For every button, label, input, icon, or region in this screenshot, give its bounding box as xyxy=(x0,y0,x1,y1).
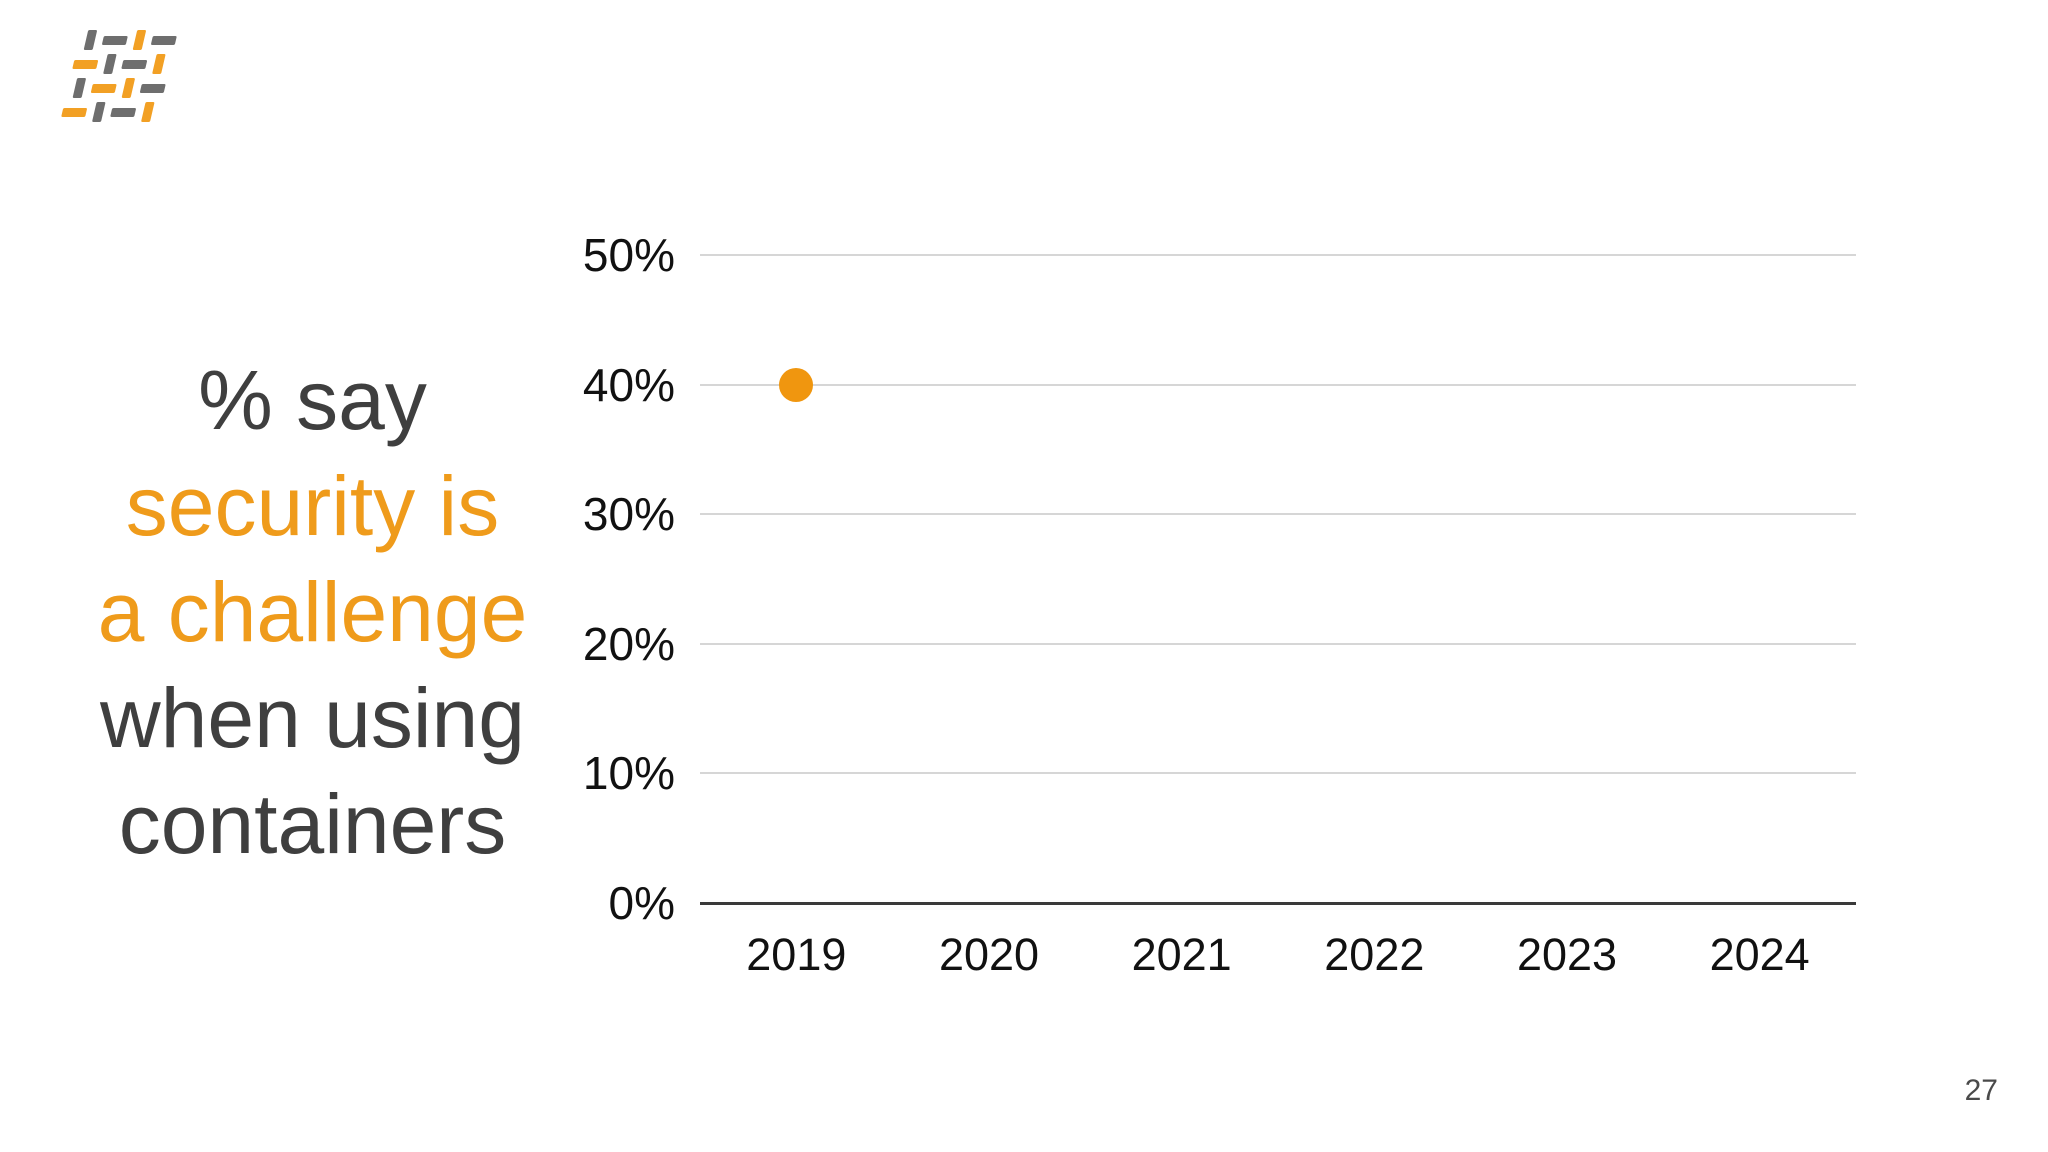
logo-row xyxy=(66,78,166,98)
title-line: when using xyxy=(100,671,525,765)
logo-dash xyxy=(103,54,117,74)
logo-dash xyxy=(110,107,137,117)
y-axis-tick-label: 40% xyxy=(582,358,675,411)
logo-dash xyxy=(92,102,106,122)
x-axis-tick-label: 2022 xyxy=(1324,929,1425,980)
gridline xyxy=(700,383,1856,386)
logo-row xyxy=(71,54,168,74)
logo-dash xyxy=(150,35,177,45)
x-axis-tick-label: 2020 xyxy=(938,929,1040,980)
logo-dash xyxy=(83,30,98,50)
chart: 50% 40% 30% 20% 10% 0% 2019 2020 2021 2022 2023 202… xyxy=(583,229,1856,980)
y-axis-tick-label: 50% xyxy=(582,229,675,281)
title-line: a challenge xyxy=(97,565,528,659)
logo-dash xyxy=(139,83,166,93)
gridline xyxy=(700,513,1856,516)
dashed-grid-logo-icon xyxy=(60,30,177,122)
logo-dash xyxy=(61,107,88,117)
logo-row xyxy=(60,102,157,122)
logo-dash xyxy=(121,78,136,98)
gridline xyxy=(700,772,1856,775)
logo-dash xyxy=(121,59,148,69)
gridline xyxy=(700,902,1856,905)
logo-dash xyxy=(90,83,117,93)
slide-title: % say security is a challenge when using con… xyxy=(55,347,570,877)
title-line: security is xyxy=(125,459,500,553)
y-axis-tick-label: 0% xyxy=(608,877,675,929)
logo-dash xyxy=(101,35,128,45)
x-axis-tick-label: 2021 xyxy=(1131,929,1232,980)
data-point xyxy=(779,367,814,402)
title-line: % say xyxy=(198,353,427,447)
logo-dash xyxy=(141,102,155,122)
y-axis-tick-label: 20% xyxy=(582,617,675,670)
y-axis-tick-label: 10% xyxy=(582,747,675,800)
logo-row xyxy=(77,30,177,50)
logo-dash xyxy=(132,30,147,50)
logo-dash xyxy=(152,54,166,74)
x-axis-tick-label: 2024 xyxy=(1709,929,1810,980)
y-axis-tick-label: 30% xyxy=(582,488,675,541)
title-line: containers xyxy=(118,777,507,871)
x-axis-tick-label: 2023 xyxy=(1516,929,1618,980)
page-number: 27 xyxy=(1964,1074,1998,1107)
gridline xyxy=(700,642,1856,645)
logo-dash xyxy=(72,59,99,69)
gridline xyxy=(700,254,1856,256)
x-axis-tick-label: 2019 xyxy=(746,929,847,980)
logo-dash xyxy=(72,78,87,98)
